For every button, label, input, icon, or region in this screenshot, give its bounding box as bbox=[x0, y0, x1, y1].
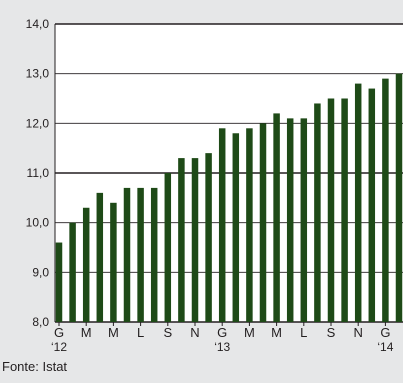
bar bbox=[232, 133, 240, 322]
bar bbox=[286, 118, 294, 322]
x-tick-label: G bbox=[380, 325, 390, 340]
x-tick-label: L bbox=[137, 325, 144, 340]
bar bbox=[137, 187, 144, 322]
x-tick-label: G bbox=[54, 325, 64, 340]
x-tick-label: N bbox=[354, 325, 363, 340]
x-tick-label: M bbox=[244, 325, 255, 340]
bar bbox=[110, 202, 117, 322]
x-tick-label: S bbox=[163, 325, 172, 340]
bar bbox=[327, 98, 335, 322]
bar bbox=[218, 128, 226, 322]
x-year-label: ‘12 bbox=[51, 340, 67, 354]
source-note: Fonte: Istat bbox=[2, 359, 68, 374]
x-tick-label: L bbox=[300, 325, 307, 340]
x-tick-label: N bbox=[190, 325, 199, 340]
x-year-label: ‘14 bbox=[377, 340, 393, 354]
x-tick-label: M bbox=[271, 325, 282, 340]
x-tick-label: M bbox=[81, 325, 92, 340]
bar bbox=[382, 78, 389, 322]
bar bbox=[178, 158, 185, 322]
x-tick-label: S bbox=[327, 325, 336, 340]
bar bbox=[205, 153, 212, 322]
bar bbox=[368, 88, 376, 322]
y-tick-label: 11,0 bbox=[27, 166, 50, 180]
bar bbox=[164, 173, 172, 322]
bar bbox=[354, 83, 362, 322]
bar bbox=[300, 118, 308, 322]
y-tick-label: 13,0 bbox=[26, 67, 50, 81]
x-tick-label: G bbox=[217, 325, 227, 340]
y-tick-label: 10,0 bbox=[26, 216, 50, 230]
x-year-label: ‘13 bbox=[214, 340, 230, 354]
bar bbox=[69, 222, 76, 322]
bar bbox=[259, 123, 267, 322]
bar bbox=[96, 192, 104, 322]
bar bbox=[395, 73, 403, 323]
bar bbox=[150, 187, 158, 322]
bar bbox=[273, 113, 280, 323]
bar bbox=[314, 103, 321, 322]
y-tick-label: 9,0 bbox=[32, 265, 49, 279]
bar bbox=[82, 207, 90, 322]
y-tick-label: 12,0 bbox=[26, 116, 50, 130]
bar bbox=[246, 128, 253, 322]
bar bbox=[123, 187, 131, 322]
bar bbox=[55, 242, 63, 322]
bar bbox=[341, 98, 348, 322]
bar bbox=[191, 158, 199, 322]
y-tick-label: 8,0 bbox=[32, 315, 49, 329]
y-tick-label: 14,0 bbox=[26, 17, 50, 31]
x-tick-label: M bbox=[108, 325, 119, 340]
